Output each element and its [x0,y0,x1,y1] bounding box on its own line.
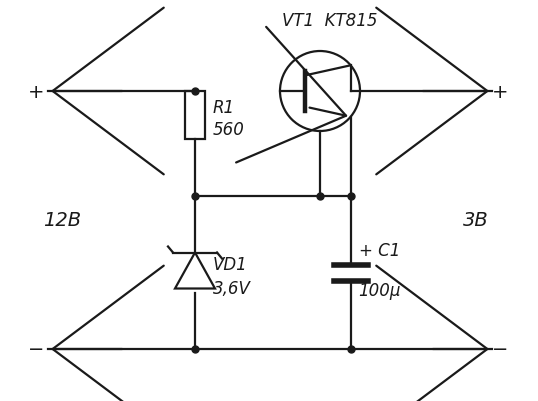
Text: VT1  KT815: VT1 KT815 [282,12,378,30]
Text: −: − [492,340,508,358]
Text: 3B: 3B [463,211,489,230]
Text: +: + [492,82,508,101]
Text: 3,6V: 3,6V [213,280,251,298]
Text: + C1: + C1 [359,242,400,260]
Text: R1: R1 [213,99,235,117]
Text: 560: 560 [213,121,245,139]
Text: 12B: 12B [43,211,81,230]
Text: −: − [28,340,44,358]
Text: VD1: VD1 [213,256,248,274]
Text: +: + [28,82,44,101]
Text: 100μ: 100μ [359,282,401,300]
Bar [185,92,205,140]
